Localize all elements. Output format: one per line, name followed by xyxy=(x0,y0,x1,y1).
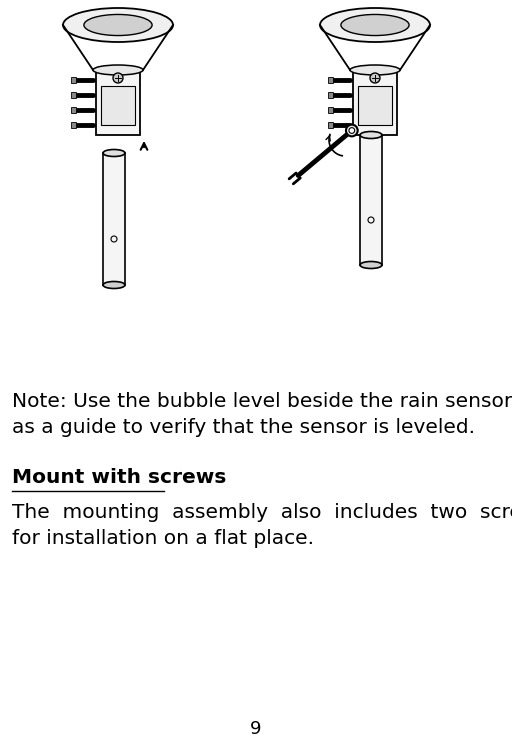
Ellipse shape xyxy=(320,8,430,42)
Ellipse shape xyxy=(341,14,409,36)
Circle shape xyxy=(346,125,358,137)
Circle shape xyxy=(370,73,380,83)
Ellipse shape xyxy=(103,281,125,289)
FancyBboxPatch shape xyxy=(353,70,397,135)
Ellipse shape xyxy=(63,8,173,42)
Bar xyxy=(71,107,76,113)
Bar xyxy=(328,122,333,128)
Text: as a guide to verify that the sensor is leveled.: as a guide to verify that the sensor is … xyxy=(12,418,475,437)
Bar xyxy=(71,77,76,83)
Bar xyxy=(328,77,333,83)
Ellipse shape xyxy=(84,14,152,36)
Ellipse shape xyxy=(360,261,382,269)
Bar xyxy=(71,122,76,128)
Text: The  mounting  assembly  also  includes  two  screws: The mounting assembly also includes two … xyxy=(12,503,512,522)
Ellipse shape xyxy=(350,65,400,75)
FancyBboxPatch shape xyxy=(96,70,140,135)
Bar xyxy=(101,86,135,125)
Bar xyxy=(358,86,392,125)
Ellipse shape xyxy=(93,65,143,75)
Bar xyxy=(360,135,382,265)
Bar xyxy=(103,153,125,285)
Text: for installation on a flat place.: for installation on a flat place. xyxy=(12,529,314,548)
Ellipse shape xyxy=(103,149,125,157)
Text: Note: Use the bubble level beside the rain sensor: Note: Use the bubble level beside the ra… xyxy=(12,392,512,411)
Circle shape xyxy=(349,128,355,134)
Text: Mount with screws: Mount with screws xyxy=(12,468,226,487)
Bar xyxy=(71,92,76,98)
Circle shape xyxy=(113,73,123,83)
Bar xyxy=(328,92,333,98)
Ellipse shape xyxy=(360,131,382,139)
Bar xyxy=(328,107,333,113)
Text: 9: 9 xyxy=(250,720,262,738)
